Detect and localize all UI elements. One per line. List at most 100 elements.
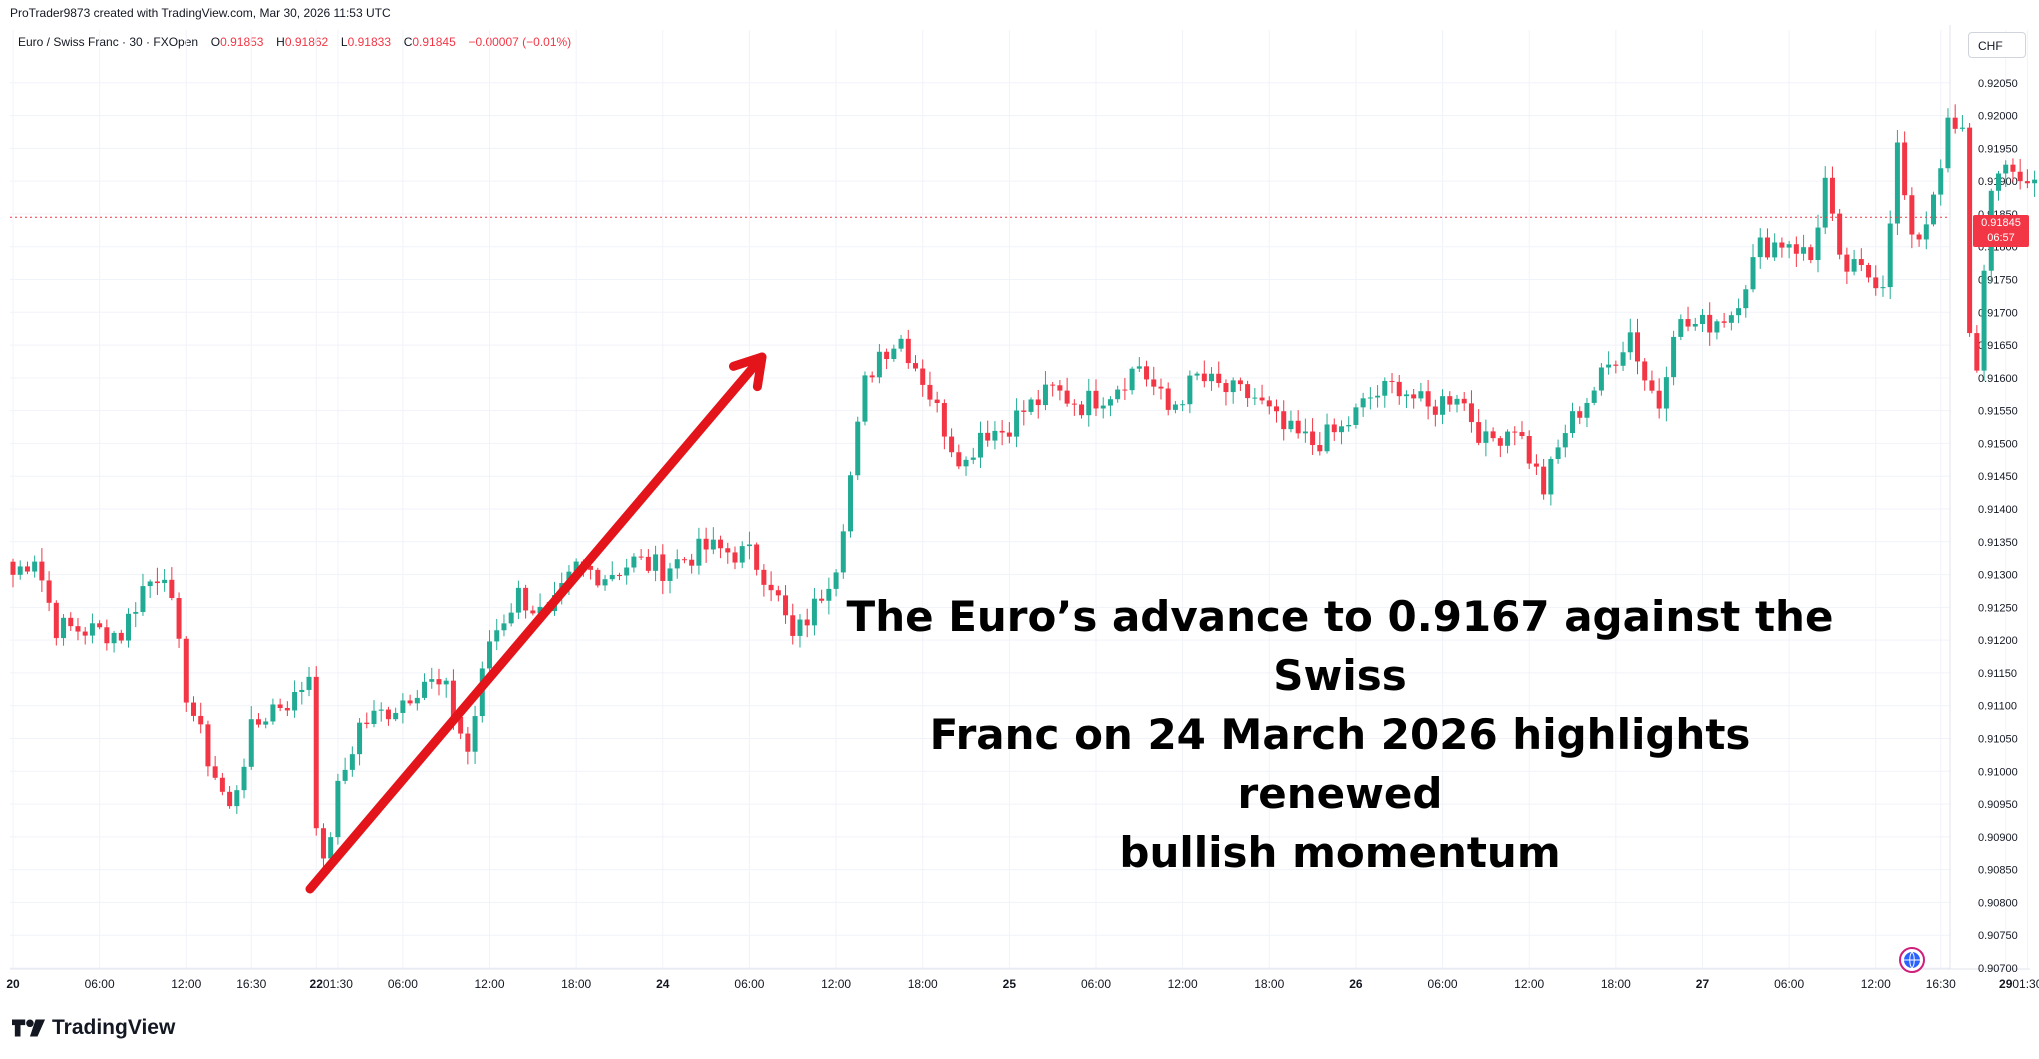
price-tick-label: 0.91950 [1978, 143, 2018, 155]
candle-body [1230, 380, 1236, 393]
candle-body [1057, 385, 1063, 391]
candle-body [1432, 406, 1438, 415]
candle-body [320, 828, 326, 859]
candle-body [1663, 377, 1669, 409]
candle-body [1591, 390, 1597, 403]
candle-body [1461, 398, 1467, 404]
candle-body [436, 679, 442, 685]
chart-credit: ProTrader9873 created with TradingView.c… [10, 6, 391, 20]
time-tick-label: 27 [1696, 977, 1710, 991]
candle-body [1764, 237, 1770, 258]
candle-body [118, 632, 124, 641]
candle-body [1216, 373, 1222, 384]
candle-body [364, 722, 370, 725]
candle-body [443, 680, 449, 685]
candle-body [746, 544, 752, 547]
candle-body [790, 615, 796, 636]
price-tick-label: 0.91250 [1978, 602, 2018, 614]
price-tick-label: 0.91150 [1978, 668, 2017, 680]
candle-body [465, 733, 471, 752]
candle-body [1750, 257, 1756, 290]
candle-body [1086, 390, 1092, 416]
candle-body [1490, 431, 1496, 439]
candle-body [212, 766, 218, 778]
candle-body [1389, 380, 1395, 382]
candle-body [602, 579, 608, 586]
candle-body [53, 602, 59, 639]
candle-body [775, 590, 781, 596]
candle-body [1396, 381, 1402, 397]
candle-body [1959, 127, 1965, 129]
candle-body [725, 548, 731, 553]
candle-body [1772, 242, 1778, 258]
candle-body [1252, 397, 1258, 399]
candle-body [1006, 432, 1012, 437]
globe-icon[interactable] [1898, 946, 1926, 974]
candle-body [1497, 438, 1503, 446]
candle-body [1274, 406, 1279, 412]
candle-body [1656, 390, 1662, 409]
price-tick-label: 0.91500 [1978, 438, 2018, 450]
candle-body [2032, 179, 2038, 184]
headline-annotation: The Euro’s advance to 0.9167 against the… [820, 587, 1860, 882]
ohlc-close-value: 0.91845 [412, 35, 456, 49]
time-tick-label: 12:00 [1514, 977, 1544, 991]
ohlc-change: −0.00007 (−0.01%) [468, 35, 572, 49]
candle-body [1743, 289, 1749, 309]
candle-body [1728, 315, 1734, 323]
candle-body [999, 430, 1005, 433]
candle-body [1014, 410, 1020, 437]
candle-body [515, 587, 521, 613]
candle-body [61, 617, 67, 639]
candle-body [68, 617, 74, 627]
price-tick-label: 0.91550 [1978, 406, 2018, 418]
tradingview-logo[interactable]: TradingView [12, 1016, 175, 1040]
candle-body [1519, 432, 1525, 437]
headline-line-2: Franc on 24 March 2026 highlights renewe… [929, 710, 1751, 818]
candle-body [660, 554, 666, 581]
candle-body [1129, 368, 1135, 391]
candle-body [739, 546, 745, 563]
price-tick-label: 0.90850 [1978, 865, 2018, 877]
time-tick-label: 01:30 [323, 977, 353, 991]
candlestick-chart[interactable]: 0.920500.920000.919500.919000.918500.918… [0, 0, 2039, 1000]
candle-body [1158, 386, 1164, 389]
candle-body [32, 561, 38, 572]
candle-body [1050, 384, 1056, 386]
candle-body [133, 611, 139, 614]
candle-body [1829, 177, 1835, 214]
candle-body [710, 539, 716, 550]
candle-body [393, 712, 399, 720]
currency-selector[interactable]: CHF [1968, 32, 2026, 58]
candle-body [826, 588, 832, 601]
candle-body [1533, 463, 1539, 467]
candle-body [920, 368, 926, 385]
candle-body [147, 581, 153, 587]
candle-body [1584, 402, 1590, 418]
candle-body [385, 709, 391, 720]
candle-body [941, 403, 947, 437]
candle-body [1035, 399, 1041, 406]
symbol-legend[interactable]: Euro / Swiss Franc · 30 · FXOpen O0.9185… [18, 35, 571, 49]
candle-body [140, 586, 146, 612]
price-tick-label: 0.91450 [1978, 471, 2018, 483]
candle-body [162, 579, 168, 584]
candle-body [681, 559, 687, 561]
candle-body [104, 627, 110, 644]
time-tick-label: 06:00 [85, 977, 115, 991]
candle-body [1468, 403, 1474, 423]
candle-body [1266, 400, 1272, 407]
candle-body [949, 436, 955, 453]
candle-body [1165, 388, 1171, 410]
candle-body [349, 754, 355, 770]
candle-body [1606, 364, 1612, 368]
candle-body [75, 626, 81, 632]
candle-body [588, 565, 594, 570]
candle-body [2010, 164, 2016, 172]
candle-body [1779, 242, 1785, 248]
candle-body [263, 721, 269, 725]
candle-body [1028, 399, 1034, 412]
candle-body [422, 681, 428, 698]
ohlc-low-value: 0.91833 [347, 35, 391, 49]
tradingview-wordmark: TradingView [52, 1016, 176, 1039]
